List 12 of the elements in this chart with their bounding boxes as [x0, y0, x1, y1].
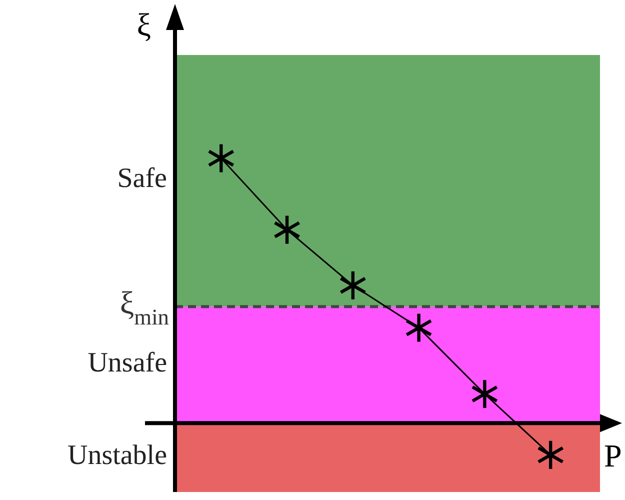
point — [208, 144, 234, 172]
band-label: Unsafe — [88, 347, 167, 378]
y-axis-title: ξ — [136, 6, 151, 42]
point — [340, 271, 366, 300]
x-axis-title: P — [604, 437, 622, 474]
point — [274, 216, 300, 244]
point — [472, 380, 498, 408]
point — [406, 314, 432, 342]
band-label: Safe — [117, 163, 167, 194]
ref-line-label: ξ$_{min}$ — [120, 284, 169, 330]
band-label: Unstable — [67, 440, 167, 471]
point — [538, 440, 564, 469]
